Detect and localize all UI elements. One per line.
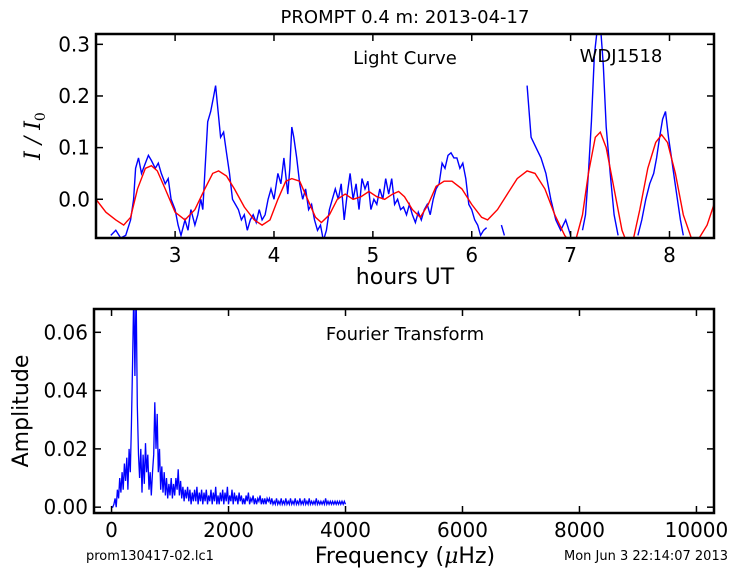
fourier-series: [111, 309, 347, 508]
fourier-label: Fourier Transform: [326, 324, 484, 345]
light-curve-ytick-label: 0.3: [58, 32, 90, 56]
fourier-xtick-label: 10000: [665, 518, 729, 542]
photometry-line: [500, 224, 506, 236]
light-curve-frame: [94, 32, 716, 240]
fourier-xtick-label: 4000: [320, 518, 371, 542]
fourier-panel: 0 2000 4000 6000 8000 10000 0.00 0.02 0.04 0.06 F…: [9, 307, 728, 569]
ylabel-i: I: [21, 150, 46, 161]
fourier-xtick-label: 6000: [437, 518, 488, 542]
light-curve-ytick-label: 0.2: [58, 84, 90, 108]
fourier-xlabel: Frequency (μHz): [315, 544, 495, 569]
ylabel-slash: /: [21, 130, 46, 151]
light-curve-ytick-label: 0.1: [58, 136, 90, 160]
light-curve-ylabel: I / I0: [21, 112, 49, 161]
ylabel-i0-base: I: [21, 120, 46, 131]
light-curve-xtick-label: 4: [268, 243, 281, 267]
light-curve-xlabel: hours UT: [356, 265, 455, 290]
light-curve-xtick-label: 5: [366, 243, 379, 267]
target-name-label: WDJ1518: [580, 46, 663, 67]
model-fit-line: [96, 130, 714, 238]
light-curve-ticks: 3 4 5 6 7 8 0.0 0.1 0.2 0.3: [58, 32, 714, 267]
light-curve-xtick-label: 7: [564, 243, 577, 267]
light-curve-series: [96, 34, 714, 238]
timestamp: Mon Jun 3 22:14:07 2013: [564, 549, 728, 564]
fourier-xlabel-mu: μ: [444, 544, 458, 569]
fourier-ytick-label: 0.02: [43, 437, 88, 461]
source-filename: prom130417-02.lc1: [86, 549, 214, 564]
fourier-ytick-label: 0.00: [43, 495, 88, 519]
fourier-ytick-label: 0.04: [43, 379, 88, 403]
photometry-line: [526, 85, 572, 236]
fourier-ytick-label: 0.06: [43, 320, 88, 344]
fourier-xtick-label: 8000: [554, 518, 605, 542]
fourier-xlabel-post: Hz): [458, 544, 495, 569]
amplitude-spectrum-line: [111, 309, 347, 508]
photometry-line: [110, 85, 488, 238]
photometry-line: [637, 111, 684, 236]
light-curve-ytick-label: 0.0: [58, 187, 90, 211]
fourier-xlabel-pre: Frequency (: [315, 544, 444, 569]
light-curve-xtick-label: 3: [169, 243, 182, 267]
light-curve-panel: 3 4 5 6 7 8 0.0 0.1 0.2 0.3 Light Curve WDJ1518 h…: [21, 32, 716, 290]
figure-title: PROMPT 0.4 m: 2013-04-17: [281, 7, 530, 28]
light-curve-xtick-label: 8: [663, 243, 676, 267]
fourier-ticks: 0 2000 4000 6000 8000 10000 0.00 0.02 0.04 0.06: [43, 309, 728, 542]
ylabel-i0-sub: 0: [33, 112, 49, 121]
fourier-xtick-label: 0: [105, 518, 118, 542]
fourier-xtick-label: 2000: [203, 518, 254, 542]
light-curve-xtick-label: 6: [465, 243, 478, 267]
fourier-frame: [92, 307, 716, 515]
light-curve-label: Light Curve: [353, 48, 457, 69]
fourier-ylabel: Amplitude: [9, 355, 34, 468]
